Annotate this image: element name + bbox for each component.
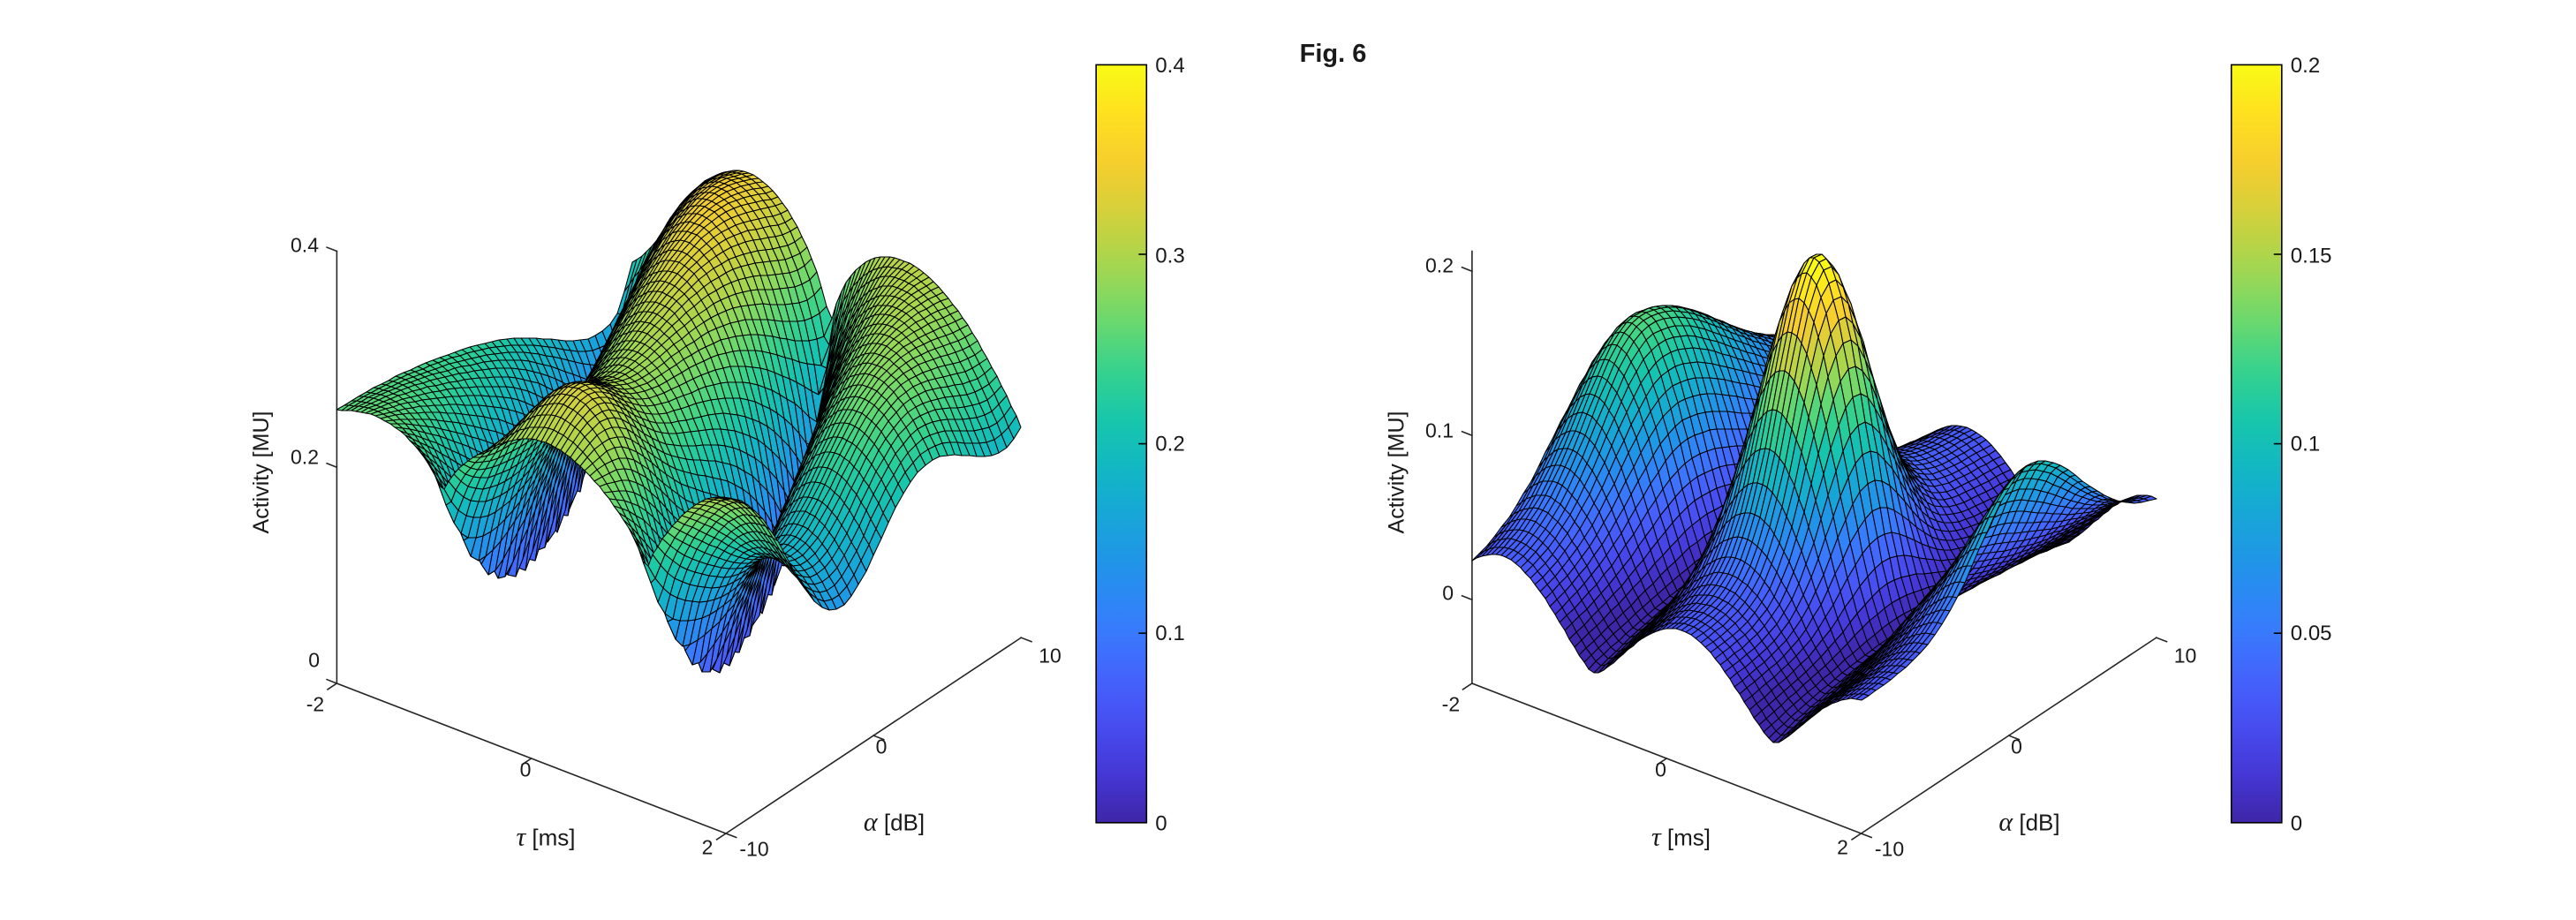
svg-text:0.2: 0.2 [1425, 253, 1454, 276]
svg-text:α [dB]: α [dB] [1998, 807, 2059, 836]
svg-text:0: 0 [1442, 581, 1454, 604]
svg-text:2: 2 [702, 835, 714, 858]
svg-text:0.3: 0.3 [1155, 245, 1184, 268]
svg-text:10: 10 [2174, 644, 2197, 667]
svg-text:0: 0 [520, 758, 532, 780]
svg-text:-2: -2 [1442, 692, 1460, 715]
svg-text:α [dB]: α [dB] [864, 807, 925, 836]
svg-text:-2: -2 [306, 692, 324, 715]
svg-text:0.2: 0.2 [291, 445, 319, 468]
svg-text:0.1: 0.1 [2291, 433, 2320, 456]
svg-text:0: 0 [2011, 735, 2022, 758]
svg-text:-10: -10 [1875, 837, 1904, 860]
svg-text:0: 0 [1155, 811, 1167, 835]
svg-text:0.2: 0.2 [2291, 54, 2320, 78]
svg-text:τ [ms]: τ [ms] [516, 822, 575, 851]
svg-text:τ [ms]: τ [ms] [1651, 822, 1711, 851]
svg-text:Fig. 6: Fig. 6 [1300, 40, 1367, 68]
svg-text:0.4: 0.4 [1155, 54, 1184, 78]
svg-text:0.15: 0.15 [2291, 245, 2332, 268]
svg-text:10: 10 [1039, 644, 1061, 667]
svg-text:-10: -10 [739, 837, 768, 860]
svg-text:0.4: 0.4 [291, 233, 319, 256]
svg-text:0: 0 [308, 648, 320, 671]
svg-text:0.2: 0.2 [1155, 433, 1184, 456]
svg-text:0: 0 [876, 735, 888, 758]
svg-text:0: 0 [1655, 758, 1666, 780]
svg-text:Activity [MU]: Activity [MU] [1385, 411, 1409, 534]
svg-text:2: 2 [1837, 835, 1848, 858]
svg-text:Activity [MU]: Activity [MU] [249, 411, 274, 534]
svg-text:0: 0 [2291, 811, 2302, 835]
svg-text:0.1: 0.1 [1425, 419, 1454, 441]
svg-text:0.1: 0.1 [1155, 622, 1184, 645]
svg-text:0.05: 0.05 [2291, 622, 2332, 645]
